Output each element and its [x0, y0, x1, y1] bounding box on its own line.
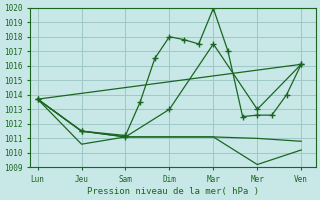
X-axis label: Pression niveau de la mer( hPa ): Pression niveau de la mer( hPa )	[87, 187, 259, 196]
